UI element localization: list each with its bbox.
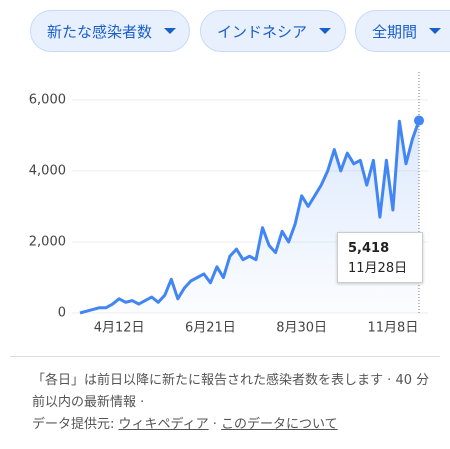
source-link[interactable]: ウィキペディア bbox=[118, 417, 209, 432]
x-tick-label: 4月12日 bbox=[94, 321, 145, 336]
line bbox=[79, 119, 421, 315]
tooltip: 5,418 11月28日 bbox=[337, 232, 423, 283]
metric-chip[interactable]: 新たな感染者数 bbox=[30, 10, 190, 52]
about-link[interactable]: このデータについて bbox=[221, 417, 338, 432]
x-tick-label: 6月21日 bbox=[185, 321, 236, 336]
hover-point bbox=[414, 115, 424, 126]
y-tick-label: 2,000 bbox=[29, 234, 66, 249]
x-tick-label: 11月8日 bbox=[368, 321, 419, 336]
tooltip-value: 5,418 bbox=[348, 241, 390, 256]
y-tick-label: 6,000 bbox=[29, 92, 66, 107]
tooltip-date: 11月28日 bbox=[348, 261, 408, 276]
separator: · bbox=[140, 395, 145, 410]
footer: 「各日」は前日以降に新たに報告された感染者数を表します · 40 分前以内の最新… bbox=[32, 370, 432, 436]
note: 「各日」は前日以降に新たに報告された感染者数を表します bbox=[32, 373, 384, 388]
source-label: データ提供元: bbox=[32, 417, 115, 432]
region-chip[interactable]: インドネシア bbox=[200, 10, 346, 52]
x-tick-label: 8月30日 bbox=[276, 321, 327, 336]
divider bbox=[10, 356, 440, 357]
period-chip[interactable]: 全期間 bbox=[355, 10, 450, 52]
area bbox=[80, 120, 419, 313]
updated: 40 分前以内の最新情報 bbox=[32, 373, 430, 410]
chart: 0 2,000 4,000 6,000 4月12日 6月21日 8月30日 11月8日 bbox=[29, 72, 428, 336]
y-tick-label: 0 bbox=[58, 306, 66, 321]
separator: · bbox=[212, 417, 217, 432]
separator: · bbox=[387, 373, 392, 388]
y-tick-label: 4,000 bbox=[29, 163, 66, 178]
